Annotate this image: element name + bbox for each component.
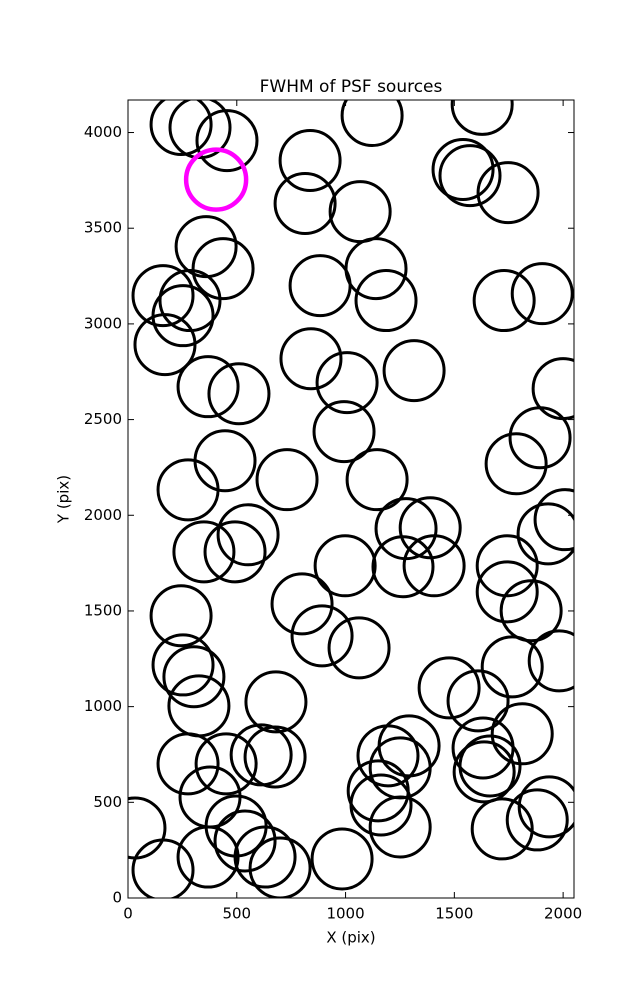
y-tick-label: 500 — [93, 793, 122, 811]
source-circle — [438, 144, 502, 208]
source-circle — [371, 535, 435, 599]
source-circle — [255, 448, 319, 512]
x-tick-label: 1000 — [326, 905, 364, 923]
source-circle — [194, 732, 258, 796]
source-circle — [313, 534, 377, 598]
source-circle — [162, 645, 226, 709]
source-circle — [133, 313, 197, 377]
source-circle — [344, 237, 408, 301]
source-circle — [490, 702, 554, 766]
y-tick-label: 0 — [112, 889, 122, 907]
source-circle — [340, 100, 404, 147]
source-circle — [484, 432, 548, 496]
x-tick-label: 500 — [222, 905, 251, 923]
source-circle — [176, 825, 240, 889]
source-circle — [431, 137, 495, 201]
source-circle — [354, 269, 418, 333]
y-tick-label: 2500 — [84, 410, 122, 428]
axes-frame — [127, 99, 575, 899]
source-circle — [243, 725, 307, 789]
source-circle — [346, 759, 410, 823]
x-tick-label: 0 — [123, 905, 133, 923]
y-tick-label: 2000 — [84, 506, 122, 524]
source-circle — [508, 406, 572, 470]
source-circle — [475, 534, 539, 598]
y-axis-label: Y (pix) — [55, 475, 73, 524]
source-circle — [128, 796, 167, 860]
highlighted-source — [183, 147, 249, 212]
source-circle — [156, 732, 220, 796]
source-circle — [278, 128, 342, 192]
source-circle — [172, 520, 236, 584]
source-circle — [310, 827, 374, 891]
source-circle — [533, 488, 574, 552]
x-tick-label: 1500 — [435, 905, 473, 923]
source-circle — [417, 656, 481, 720]
source-circle — [203, 520, 267, 584]
source-circle — [505, 788, 569, 852]
y-tick-label: 3500 — [84, 219, 122, 237]
y-tick-label: 1000 — [84, 697, 122, 715]
source-circle — [328, 180, 392, 244]
source-circle — [475, 560, 539, 624]
source-circle — [273, 172, 337, 236]
y-tick-label: 3000 — [84, 314, 122, 332]
source-circle — [499, 579, 563, 643]
source-circle — [279, 327, 343, 391]
source-circle — [207, 362, 271, 426]
source-circle — [458, 734, 522, 798]
source-circle — [531, 357, 574, 421]
source-circle — [191, 237, 255, 301]
source-circle — [516, 502, 574, 566]
source-circle — [290, 604, 354, 668]
y-tick-label: 1500 — [84, 601, 122, 619]
source-circle — [168, 100, 232, 160]
source-circle — [156, 458, 220, 522]
source-circle — [149, 584, 213, 648]
plot-area — [128, 100, 574, 898]
y-tick-label: 4000 — [84, 123, 122, 141]
source-circle — [450, 100, 514, 136]
source-circle — [151, 633, 215, 697]
source-circle — [510, 262, 574, 326]
source-circle — [327, 616, 391, 680]
source-circle — [213, 809, 277, 873]
source-circle — [315, 351, 379, 415]
source-circle — [270, 572, 334, 636]
source-circle — [368, 736, 432, 800]
x-tick-label: 2000 — [544, 905, 582, 923]
source-circle — [470, 797, 534, 861]
source-circle — [527, 629, 574, 693]
source-circle — [349, 773, 413, 837]
source-circle — [131, 264, 195, 328]
source-circle — [312, 400, 376, 464]
source-circle — [517, 775, 574, 839]
chart-title: FWHM of PSF sources — [260, 77, 443, 97]
source-circle — [195, 109, 259, 173]
source-circle — [480, 635, 544, 699]
source-circle — [216, 503, 280, 567]
source-circle — [382, 339, 446, 403]
source-circle — [402, 534, 466, 598]
source-circle — [476, 161, 540, 225]
source-circle — [176, 355, 240, 419]
source-circle — [446, 669, 510, 733]
source-circle — [174, 215, 238, 279]
source-circle — [149, 100, 213, 156]
source-circle — [193, 429, 257, 493]
source-circle — [288, 254, 352, 318]
source-circle — [244, 670, 308, 734]
source-circle — [345, 448, 409, 512]
source-circle — [233, 825, 297, 889]
source-circle — [368, 795, 432, 859]
source-circle — [452, 740, 516, 804]
x-axis-label: X (pix) — [326, 929, 375, 947]
source-circle — [472, 269, 536, 333]
source-circle — [356, 724, 420, 788]
source-circle — [229, 723, 293, 787]
source-circle — [131, 838, 195, 898]
